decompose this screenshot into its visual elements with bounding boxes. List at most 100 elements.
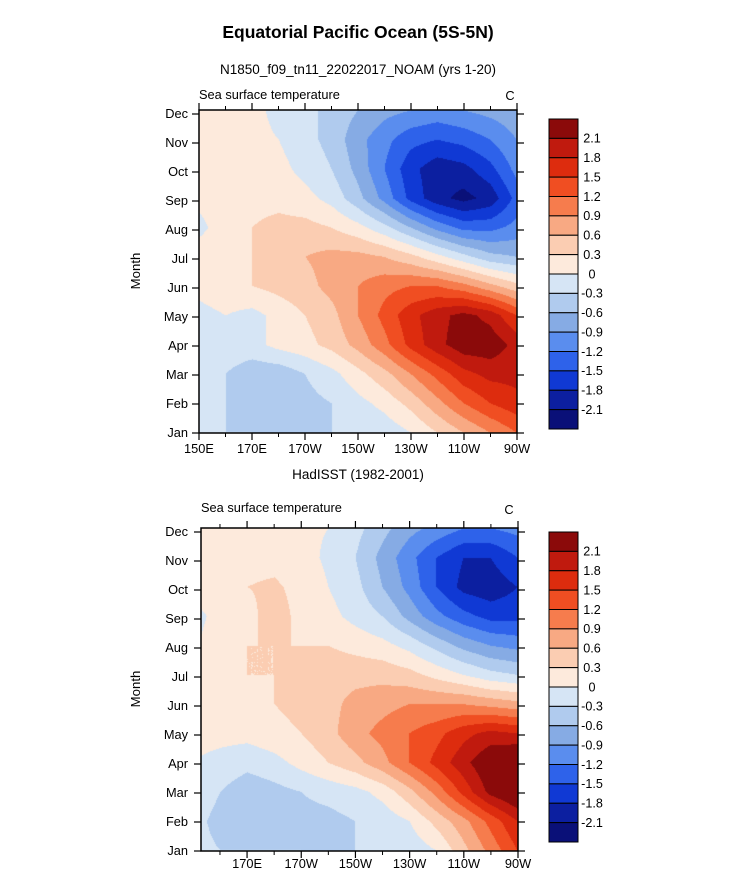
month-tick-label-nov: Nov: [165, 553, 188, 568]
colorbar-segment: [548, 686, 579, 707]
colorbar-label-0.6: 0.6: [583, 642, 601, 656]
figure-title: Equatorial Pacific Ocean (5S-5N): [222, 22, 494, 42]
colorbar-label--1.8: -1.8: [581, 797, 603, 811]
panel-b-title: HadISST (1982-2001): [292, 467, 424, 482]
colorbar-segment: [548, 273, 579, 294]
colorbar-segment: [548, 234, 579, 256]
colorbar-label--0.6: -0.6: [581, 719, 603, 733]
colorbar-segment: [548, 647, 579, 669]
colorbar-segment: [548, 531, 579, 552]
colorbar-segment: [548, 254, 579, 275]
colorbar-label-0.9: 0.9: [583, 209, 601, 223]
colorbar-label-1.2: 1.2: [583, 603, 601, 617]
colorbar-segment: [548, 331, 579, 352]
x-tick-label-110w: 110W: [447, 856, 481, 871]
colorbar-b: 2.1 1.8 1.5 1.2 0.9 0.6 0.3 0 -0.3 -0.6 -0.9 -1.2 -1…: [548, 531, 603, 843]
colorbar-segment: [548, 744, 579, 765]
colorbar-label-2.1: 2.1: [583, 545, 601, 559]
colorbar-label-1.2: 1.2: [583, 190, 601, 204]
colorbar-segment: [548, 409, 579, 430]
month-tick-label-sep: Sep: [165, 193, 188, 208]
colorbar-label-1.5: 1.5: [583, 583, 601, 597]
month-tick-label-may: May: [163, 727, 188, 742]
colorbar-segment: [548, 370, 579, 391]
month-tick-label-apr: Apr: [168, 756, 188, 771]
month-tick-label-jan: Jan: [167, 425, 188, 440]
colorbar-segment: [548, 570, 579, 591]
month-tick-label-jun: Jun: [167, 698, 188, 713]
panel-a-unit-label: C: [505, 88, 515, 103]
x-tick-label-110w: 110W: [447, 441, 481, 456]
colorbar-segment: [548, 137, 579, 159]
month-tick-label-dec: Dec: [165, 524, 188, 539]
colorbar-segment: [548, 667, 579, 688]
colorbar-label-0.9: 0.9: [583, 622, 601, 636]
colorbar-segment: [548, 609, 579, 630]
panel-b-y-axis-label: Month: [128, 670, 143, 708]
x-tick-label-170e: 170E: [232, 856, 262, 871]
colorbar-segment: [548, 118, 579, 139]
colorbar-segment: [548, 215, 579, 236]
month-tick-label-oct: Oct: [168, 164, 188, 179]
colorbar-a: 2.1 1.8 1.5 1.2 0.9 0.6 0.3 0 -0.3 -0.6 -0.9 -1.2 -1…: [548, 118, 603, 430]
colorbar-segment: [548, 725, 579, 746]
colorbar-segment: [548, 351, 579, 372]
colorbar-segment: [548, 764, 579, 785]
colorbar-label--0.9: -0.9: [581, 738, 603, 752]
colorbar-label--0.9: -0.9: [581, 325, 603, 339]
month-tick-label-mar: Mar: [165, 785, 188, 800]
colorbar-segment: [548, 157, 579, 178]
contour-plot-model: [199, 110, 517, 433]
contour-plot-hadisst: [201, 528, 518, 851]
x-tick-label-150w: 150W: [338, 856, 373, 871]
x-tick-label-130w: 130W: [394, 441, 428, 456]
colorbar-segment: [548, 589, 579, 610]
x-tick-label-90w: 90W: [503, 441, 531, 456]
panel-a-y-axis-label: Month: [128, 252, 143, 290]
colorbar-label--0.3: -0.3: [581, 287, 603, 301]
colorbar-label--0.3: -0.3: [581, 700, 603, 714]
colorbar-segment: [548, 822, 579, 843]
colorbar-label-0: 0: [588, 680, 595, 694]
month-tick-label-feb: Feb: [165, 396, 188, 411]
colorbar-label-1.8: 1.8: [583, 151, 601, 165]
panel-a-title: N1850_f09_tn11_22022017_NOAM (yrs 1-20): [220, 62, 496, 77]
month-tick-label-feb: Feb: [165, 814, 188, 829]
colorbar-segment: [548, 292, 579, 314]
colorbar-segment: [548, 176, 579, 197]
month-tick-label-oct: Oct: [168, 582, 188, 597]
month-tick-label-mar: Mar: [165, 367, 188, 382]
colorbar-segment: [548, 389, 579, 411]
colorbar-label-0: 0: [588, 267, 595, 281]
colorbar-label--0.6: -0.6: [581, 306, 603, 320]
month-tick-label-nov: Nov: [165, 135, 188, 150]
colorbar-segment: [548, 783, 579, 804]
colorbar-label-2.1: 2.1: [583, 132, 601, 146]
month-tick-label-jan: Jan: [167, 843, 188, 858]
colorbar-label-1.8: 1.8: [583, 564, 601, 578]
colorbar-label--1.2: -1.2: [581, 345, 603, 359]
x-tick-label-170w: 170W: [284, 856, 318, 871]
month-tick-label-sep: Sep: [165, 611, 188, 626]
colorbar-label--1.2: -1.2: [581, 758, 603, 772]
x-tick-label-150e: 150E: [184, 441, 214, 456]
month-tick-label-apr: Apr: [168, 338, 188, 353]
x-tick-label-130w: 130W: [392, 856, 427, 871]
colorbar-segment: [548, 550, 579, 572]
colorbar-label-0.3: 0.3: [583, 661, 601, 675]
colorbar-label-1.5: 1.5: [583, 170, 601, 184]
month-tick-label-aug: Aug: [165, 222, 188, 237]
x-tick-label-150w: 150W: [341, 441, 375, 456]
colorbar-segment: [548, 312, 579, 333]
x-tick-label-170e: 170E: [237, 441, 267, 456]
colorbar-label--1.5: -1.5: [581, 364, 603, 378]
colorbar-label--2.1: -2.1: [581, 403, 603, 417]
colorbar-label-0.3: 0.3: [583, 248, 601, 262]
month-tick-label-jul: Jul: [171, 669, 188, 684]
colorbar-label--1.5: -1.5: [581, 777, 603, 791]
panel-a-field-label: Sea surface temperature: [199, 87, 340, 102]
colorbar-label-0.6: 0.6: [583, 229, 601, 243]
panel-b-unit-label: C: [504, 502, 514, 517]
month-tick-label-may: May: [163, 309, 188, 324]
